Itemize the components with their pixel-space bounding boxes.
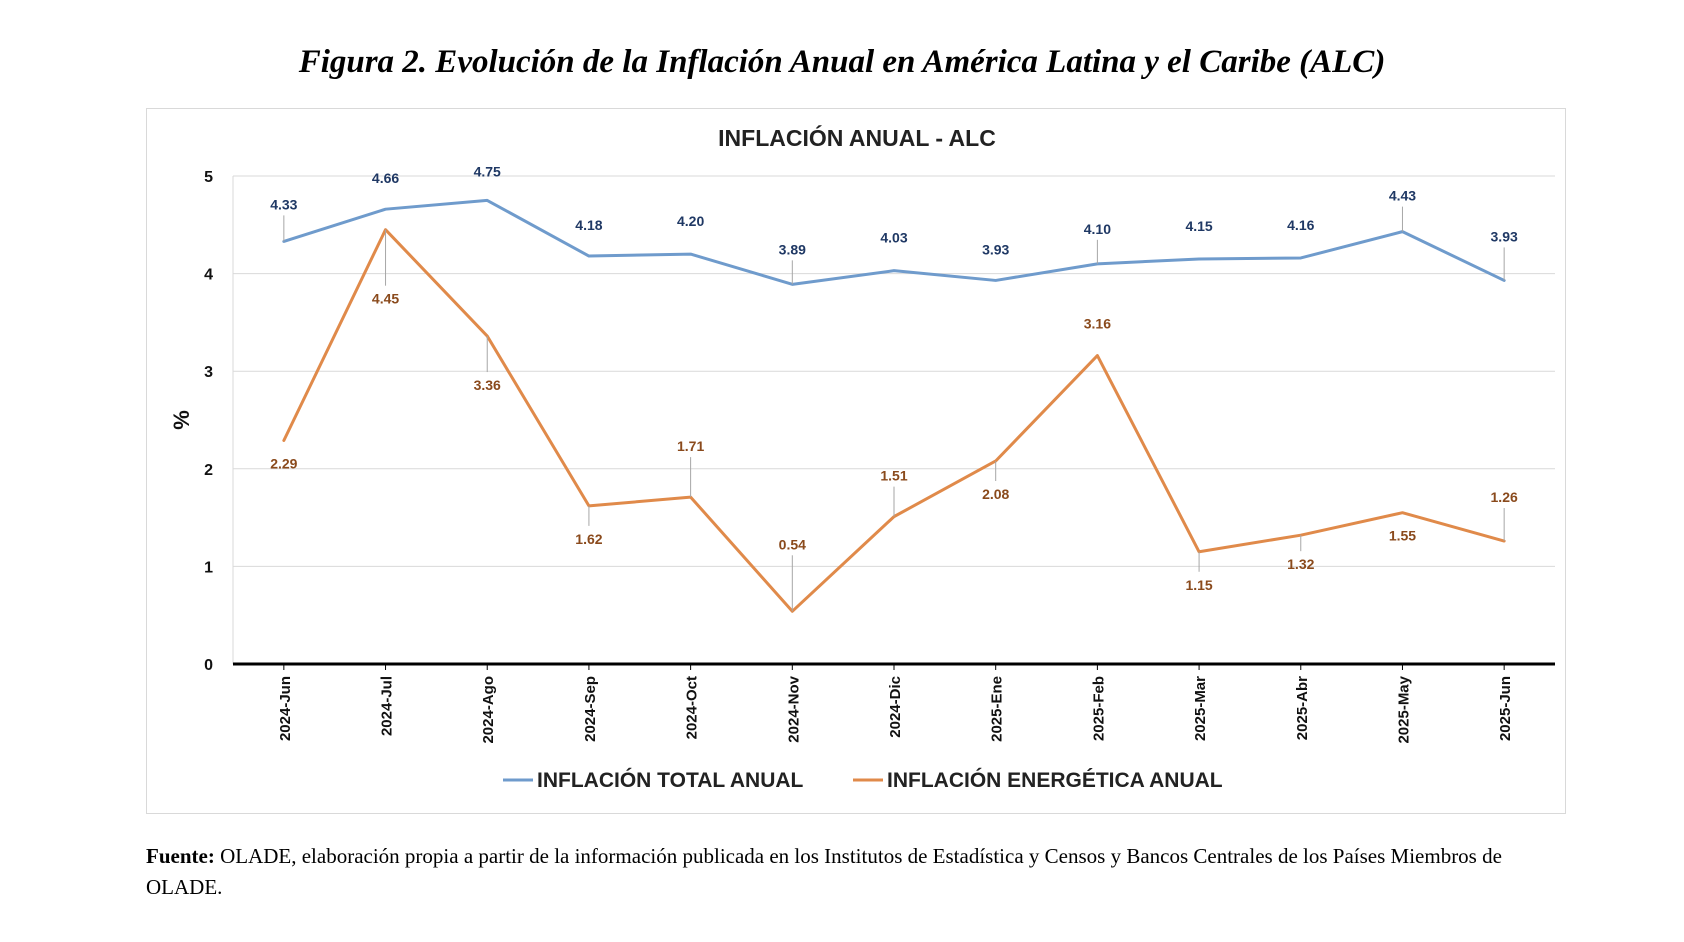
x-tick-label: 2024-Jun (277, 676, 294, 741)
x-tick-label: 2024-Dic (887, 676, 904, 738)
figure-title: Figura 2. Evolución de la Inflación Anua… (298, 44, 1386, 80)
x-tick-label: 2024-Ago (480, 676, 497, 744)
data-label-total: 3.89 (779, 241, 806, 257)
data-label-total: 4.43 (1389, 188, 1416, 204)
data-label-energy: 2.29 (270, 455, 297, 471)
source-text: OLADE, elaboración propia a partir de la… (146, 844, 1502, 899)
data-label-total: 3.93 (1491, 228, 1518, 244)
y-tick-label: 0 (204, 657, 213, 674)
x-tick-label: 2025-Jun (1497, 676, 1514, 741)
y-tick-label: 5 (204, 169, 213, 186)
data-label-total: 4.20 (677, 213, 704, 229)
data-label-total: 4.15 (1185, 218, 1212, 234)
data-label-energy: 2.08 (982, 486, 1009, 502)
series-line-total (282, 198, 1506, 286)
data-label-total: 4.66 (372, 170, 399, 186)
data-label-total: 4.18 (575, 217, 602, 233)
y-tick-label: 1 (204, 559, 213, 576)
data-label-energy: 1.32 (1287, 556, 1314, 572)
data-label-energy: 1.71 (677, 438, 704, 454)
x-tick-label: 2025-Abr (1294, 676, 1311, 740)
y-tick-label: 3 (204, 364, 213, 381)
data-label-energy: 1.51 (880, 468, 907, 484)
data-label-energy: 1.55 (1389, 528, 1416, 544)
data-label-total: 3.93 (982, 241, 1009, 257)
data-label-energy: 4.45 (372, 291, 399, 307)
inflation-line-chart: INFLACIÓN ANUAL - ALC 0 1 2 3 4 5% 2024-Jun 2024… (169, 124, 1555, 792)
x-tick-label: 2025-Ene (989, 676, 1006, 742)
data-label-energy: 3.36 (474, 377, 501, 393)
x-tick-label: 2025-Feb (1090, 676, 1107, 741)
data-label-energy: 1.26 (1491, 489, 1518, 505)
x-tick-label: 2025-May (1395, 675, 1412, 743)
data-label-total: 4.75 (474, 163, 501, 179)
x-tick-label: 2024-Oct (684, 676, 701, 739)
data-label-total: 4.33 (270, 196, 297, 212)
legend-label-energy: INFLACIÓN ENERGÉTICA ANUAL (887, 768, 1223, 792)
series-line-energy (282, 228, 1506, 613)
x-tick-label: 2024-Nov (785, 675, 802, 742)
data-label-total: 4.16 (1287, 217, 1314, 233)
legend-label-total: INFLACIÓN TOTAL ANUAL (537, 768, 804, 792)
x-tick-label: 2024-Jul (379, 676, 396, 736)
y-tick-label: 2 (204, 462, 213, 479)
data-label-energy: 0.54 (779, 536, 806, 552)
data-label-energy: 3.16 (1084, 316, 1111, 332)
y-tick-label: 4 (204, 267, 213, 284)
data-label-energy: 1.62 (575, 531, 602, 547)
x-tick-label: 2024-Sep (582, 676, 599, 742)
y-axis-title: % (169, 410, 194, 430)
data-label-total: 4.03 (880, 230, 907, 246)
source-label: Fuente: (146, 844, 215, 868)
chart-frame: INFLACIÓN ANUAL - ALC 0 1 2 3 4 5% 2024-Jun 2024… (146, 108, 1566, 814)
data-label-total: 4.10 (1084, 221, 1111, 237)
chart-title: INFLACIÓN ANUAL - ALC (718, 124, 996, 151)
x-tick-label: 2025-Mar (1192, 676, 1209, 741)
data-label-energy: 1.15 (1185, 577, 1212, 593)
source-note: Fuente: OLADE, elaboración propia a part… (146, 841, 1566, 903)
